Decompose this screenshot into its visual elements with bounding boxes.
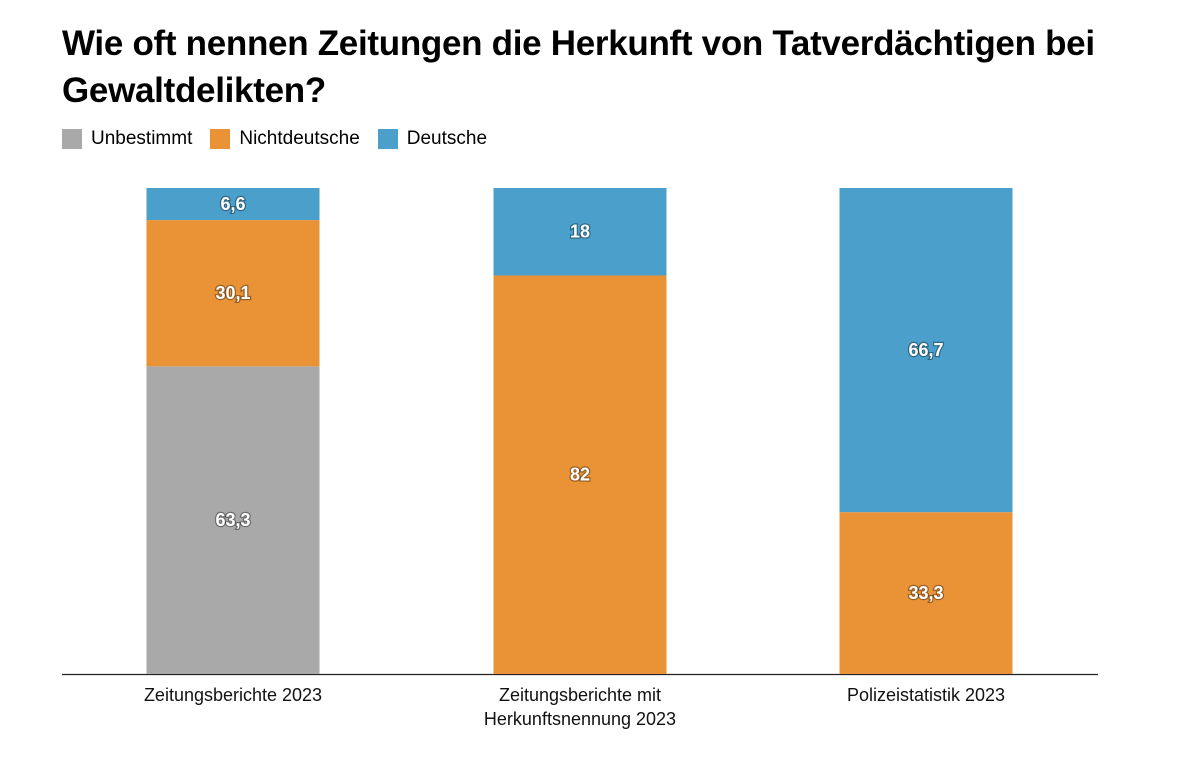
legend-item-deutsche: Deutsche: [377, 128, 488, 150]
data-label-nichtdeutsche-1: 30,1: [215, 283, 250, 303]
data-label-deutsche-2: 18: [570, 222, 590, 242]
x-tick-label-2-line-2: Herkunftsnennung 2023: [484, 709, 676, 729]
x-tick-label-3: Polizeistatistik 2023: [847, 685, 1005, 705]
bar-segment-deutsche-2: [493, 188, 667, 276]
legend-label-nichtdeutsche: Nichtdeutsche: [239, 128, 360, 149]
legend: Unbestimmt Nichtdeutsche Deutsche: [62, 128, 505, 150]
legend-item-unbestimmt: Unbestimmt: [62, 128, 192, 150]
data-label-deutsche-3: 66,7: [908, 340, 943, 360]
bar-segment-deutsche-3: [839, 188, 1013, 513]
bar-segment-nichtdeutsche-3: [839, 512, 1013, 674]
bar-segment-nichtdeutsche-2: [493, 275, 667, 674]
x-tick-label-1: Zeitungsberichte 2023: [144, 685, 322, 705]
legend-swatch-deutsche: [377, 129, 398, 149]
legend-label-deutsche: Deutsche: [406, 128, 488, 149]
legend-swatch-unbestimmt: [62, 129, 82, 149]
legend-item-nichtdeutsche: Nichtdeutsche: [210, 128, 360, 150]
legend-label-unbestimmt: Unbestimmt: [91, 128, 193, 149]
legend-swatch-nichtdeutsche: [210, 129, 231, 149]
data-label-unbestimmt-1: 63,3: [215, 510, 250, 530]
chart-title: Wie oft nennen Zeitungen die Herkunft vo…: [62, 24, 1095, 110]
x-tick-label-2-line-1: Zeitungsberichte mit: [499, 685, 661, 705]
data-label-deutsche-1: 6,6: [220, 194, 245, 214]
bar-segment-deutsche-1: [146, 188, 320, 221]
bar-segment-nichtdeutsche-1: [146, 220, 320, 367]
data-label-nichtdeutsche-2: 82: [570, 465, 590, 485]
data-label-nichtdeutsche-3: 33,3: [908, 583, 943, 603]
bar-segment-unbestimmt-1: [146, 366, 320, 674]
